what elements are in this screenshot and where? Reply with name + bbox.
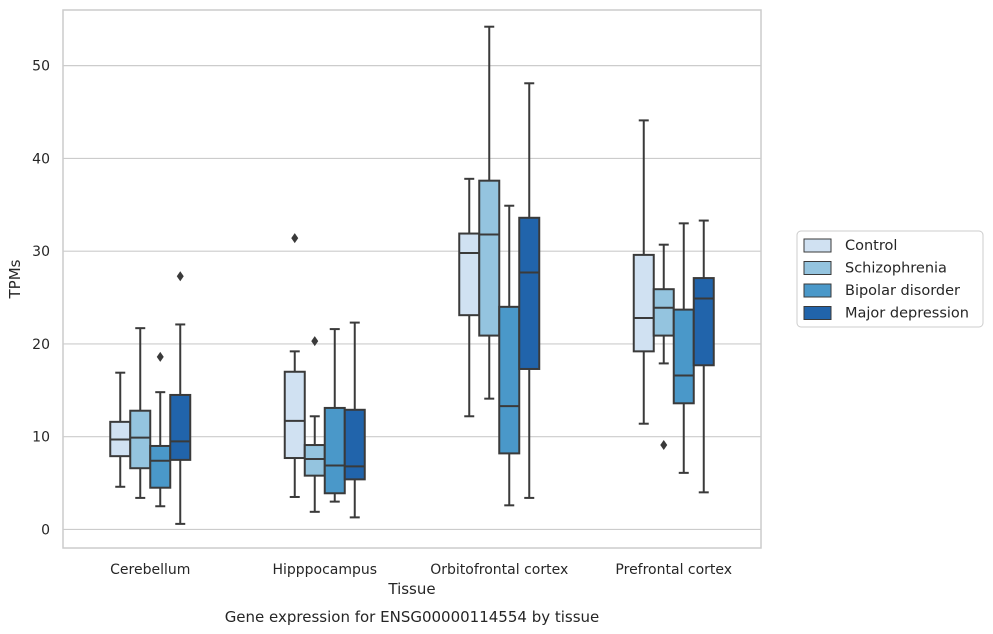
y-tick-label: 10: [32, 430, 50, 446]
series-bipolar-disorder: [149, 204, 695, 508]
legend-label: Major depression: [845, 306, 969, 322]
outlier-point: [156, 351, 164, 362]
box: [458, 232, 481, 317]
x-tick-label: Hipppocampus: [272, 562, 377, 578]
outlier-point: [311, 336, 319, 347]
y-tick-label: 20: [32, 337, 50, 353]
legend-swatch: [803, 283, 832, 298]
x-tick-label: Cerebellum: [110, 562, 190, 578]
box-series: [109, 25, 715, 525]
series-schizophrenia: [129, 25, 675, 513]
box: [672, 308, 695, 405]
legend-label: Schizophrenia: [845, 261, 947, 277]
outlier-point: [291, 233, 299, 244]
box: [692, 277, 715, 367]
y-axis-label: TPMs: [6, 259, 24, 299]
box: [652, 288, 675, 337]
x-tick-labels: Cerebellum Hipppocampus Orbitofrontal cort…: [110, 562, 732, 578]
figure-caption: Gene expression for ENSG00000114554 by t…: [225, 608, 600, 626]
legend-label: Control: [845, 238, 897, 254]
legend-frame: [796, 230, 984, 328]
box: [632, 253, 655, 353]
box: [323, 406, 346, 495]
box: [129, 409, 152, 470]
legend: Control Schizophrenia Bipolar disorder Majo…: [796, 230, 984, 328]
box: [518, 216, 541, 370]
box: [283, 370, 306, 460]
y-tick-label: 50: [32, 59, 50, 75]
x-tick-label: Orbitofrontal cortex: [430, 562, 568, 578]
plot-area-frame: [62, 9, 762, 549]
box: [343, 408, 366, 481]
series-control: [109, 119, 655, 498]
box: [169, 393, 192, 461]
outlier-point: [176, 271, 184, 282]
legend-swatch: [803, 261, 832, 275]
box: [149, 444, 172, 489]
y-tick-label: 0: [41, 522, 50, 538]
y-tick-label: 40: [32, 151, 50, 167]
x-tick-label: Prefrontal cortex: [615, 562, 732, 578]
y-tick-labels: 0 10 20 30 40 50: [32, 59, 50, 539]
x-axis-label: Tissue: [387, 580, 435, 598]
series-major-depression: [169, 82, 715, 525]
box: [303, 444, 326, 477]
outlier-point: [660, 440, 668, 451]
legend-label: Bipolar disorder: [845, 283, 960, 299]
box: [478, 179, 501, 337]
legend-swatch: [803, 306, 832, 320]
legend-swatch: [803, 238, 832, 253]
box: [498, 305, 521, 455]
y-tick-label: 30: [32, 244, 50, 260]
